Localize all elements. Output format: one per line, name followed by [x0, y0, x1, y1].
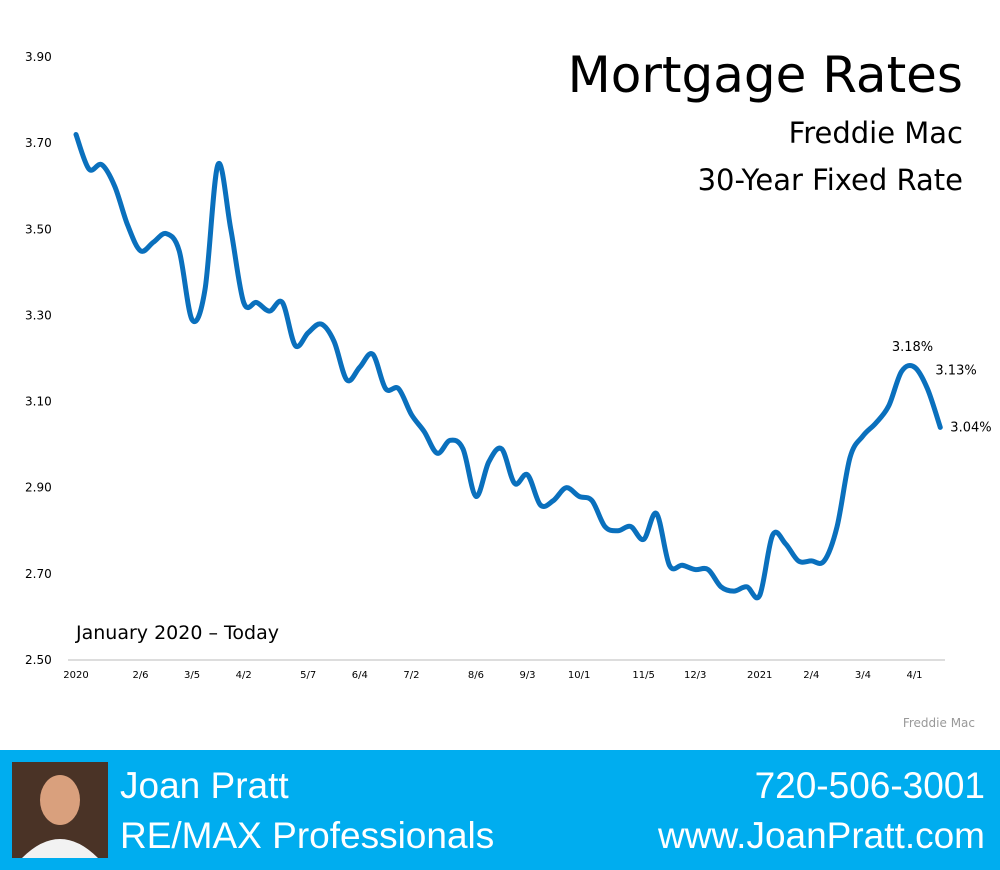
- x-tick-label: 4/2: [236, 670, 252, 681]
- x-tick-label: 2/4: [803, 670, 819, 681]
- annotation: January 2020 – Today: [75, 622, 279, 644]
- x-tick-label: 9/3: [519, 670, 535, 681]
- x-tick-label: 2/6: [132, 670, 148, 681]
- agent-name: Joan Pratt: [120, 765, 289, 806]
- x-tick-label: 11/5: [632, 670, 654, 681]
- x-tick-label: 8/6: [468, 670, 484, 681]
- y-tick-label: 2.70: [25, 567, 52, 581]
- rate-line: [73, 132, 943, 601]
- footer-band: [0, 750, 1000, 870]
- y-tick-label: 2.50: [25, 653, 52, 667]
- y-tick-label: 2.90: [25, 481, 52, 495]
- x-tick-label: 2021: [747, 670, 772, 681]
- x-tick-label: 3/4: [855, 670, 871, 681]
- y-tick-label: 3.90: [25, 50, 52, 64]
- x-tick-label: 2020: [63, 670, 88, 681]
- data-label: 3.18%: [892, 340, 933, 355]
- data-label: 3.13%: [935, 364, 976, 379]
- x-tick-label: 5/7: [300, 670, 316, 681]
- x-tick-label: 4/1: [906, 670, 922, 681]
- x-tick-label: 10/1: [568, 670, 590, 681]
- source: Freddie Mac: [903, 716, 975, 730]
- agent-phone: 720-506-3001: [755, 765, 985, 806]
- agent-website: www.JoanPratt.com: [657, 815, 985, 856]
- data-label: 3.04%: [950, 420, 991, 435]
- chart-title: Mortgage Rates: [568, 46, 963, 104]
- y-tick-label: 3.50: [25, 222, 52, 236]
- y-tick-label: 3.10: [25, 395, 52, 409]
- x-tick-label: 7/2: [403, 670, 419, 681]
- photo: [12, 762, 108, 858]
- chart-subtitle: Freddie Mac: [789, 116, 963, 150]
- chart-subtitle: 30-Year Fixed Rate: [698, 163, 963, 197]
- x-tick-label: 3/5: [184, 670, 200, 681]
- y-tick-label: 3.70: [25, 136, 52, 150]
- agent-company: RE/MAX Professionals: [120, 815, 494, 856]
- y-tick-label: 3.30: [25, 308, 52, 322]
- x-tick-label: 12/3: [684, 670, 706, 681]
- x-tick-label: 6/4: [352, 670, 368, 681]
